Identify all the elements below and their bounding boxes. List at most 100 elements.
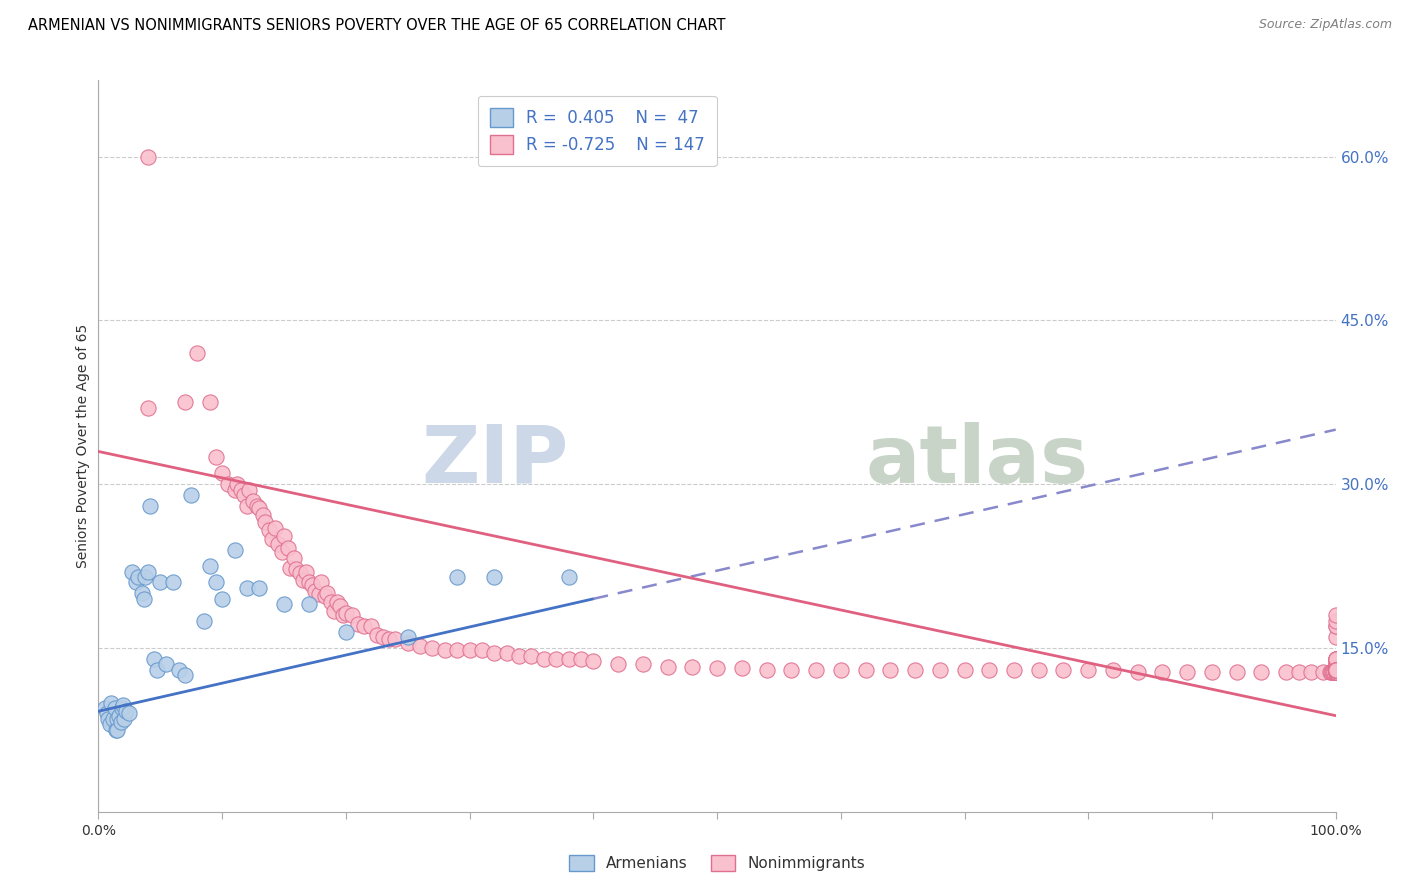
Point (134, 570, 156, 584)
Point (631, 657, 654, 672)
Point (264, 521, 287, 535)
Point (1324, 663, 1347, 677)
Point (830, 663, 852, 677)
Point (1324, 654, 1347, 668)
Text: Source: ZipAtlas.com: Source: ZipAtlas.com (1258, 18, 1392, 31)
Point (1324, 663, 1347, 677)
Point (928, 663, 950, 677)
Point (1323, 665, 1346, 679)
Point (283, 551, 305, 566)
Point (780, 663, 803, 677)
Point (136, 565, 159, 579)
Point (1324, 663, 1347, 677)
Point (260, 532, 283, 546)
Point (1324, 663, 1347, 677)
Point (409, 639, 432, 653)
Point (319, 595, 342, 609)
Point (335, 606, 357, 620)
Point (433, 643, 456, 657)
Point (139, 499, 162, 513)
Point (127, 570, 149, 584)
Point (229, 483, 252, 497)
Point (1288, 665, 1310, 679)
Point (108, 708, 131, 723)
Point (446, 643, 468, 657)
Point (1324, 663, 1347, 677)
Point (112, 712, 135, 726)
Point (285, 562, 308, 576)
Point (308, 587, 330, 601)
Point (1324, 665, 1347, 679)
Point (93, 701, 115, 715)
Point (1324, 652, 1347, 666)
Point (1226, 665, 1249, 679)
Point (1324, 663, 1347, 677)
Point (236, 581, 259, 595)
Point (1324, 665, 1347, 679)
Point (246, 499, 269, 513)
Point (366, 628, 388, 642)
Point (104, 723, 127, 737)
Point (1324, 660, 1347, 674)
Point (167, 663, 190, 677)
Point (520, 648, 543, 663)
Point (1250, 665, 1272, 679)
Point (162, 575, 184, 590)
Point (1324, 663, 1347, 677)
Point (1175, 665, 1198, 679)
Point (1077, 663, 1099, 677)
Point (136, 150, 159, 164)
Point (224, 542, 246, 557)
Point (149, 575, 172, 590)
Point (1319, 665, 1341, 679)
Point (1319, 665, 1341, 679)
Point (804, 663, 827, 677)
Point (329, 599, 352, 614)
Point (247, 581, 270, 595)
Point (1324, 657, 1347, 672)
Point (1324, 663, 1347, 677)
Point (384, 632, 406, 647)
Point (1324, 660, 1347, 674)
Point (1324, 665, 1347, 679)
Point (1324, 663, 1347, 677)
Point (1324, 652, 1347, 666)
Point (904, 663, 927, 677)
Point (360, 619, 382, 633)
Point (98, 717, 121, 731)
Point (267, 537, 290, 551)
Point (278, 561, 301, 575)
Point (193, 614, 215, 628)
Point (136, 401, 159, 415)
Point (1324, 663, 1347, 677)
Point (242, 493, 264, 508)
Point (731, 660, 754, 674)
Point (118, 706, 141, 721)
Point (316, 586, 339, 600)
Point (298, 597, 321, 611)
Point (1299, 665, 1322, 679)
Point (1002, 663, 1025, 677)
Point (484, 647, 506, 661)
Point (205, 450, 228, 464)
Text: atlas: atlas (866, 422, 1088, 500)
Y-axis label: Seniors Poverty Over the Age of 65: Seniors Poverty Over the Age of 65 (76, 324, 90, 568)
Point (953, 663, 976, 677)
Point (1324, 665, 1347, 679)
Point (254, 516, 277, 530)
Point (1126, 665, 1149, 679)
Point (326, 595, 349, 609)
Point (1028, 663, 1050, 677)
Point (1102, 663, 1125, 677)
Point (103, 701, 125, 715)
Point (155, 657, 177, 672)
Point (273, 597, 295, 611)
Point (121, 565, 143, 579)
Point (1152, 665, 1174, 679)
Point (1312, 665, 1334, 679)
Point (681, 659, 703, 673)
Point (233, 488, 256, 502)
Point (471, 643, 494, 657)
Point (1324, 614, 1347, 628)
Legend: Armenians, Nonimmigrants: Armenians, Nonimmigrants (562, 849, 872, 877)
